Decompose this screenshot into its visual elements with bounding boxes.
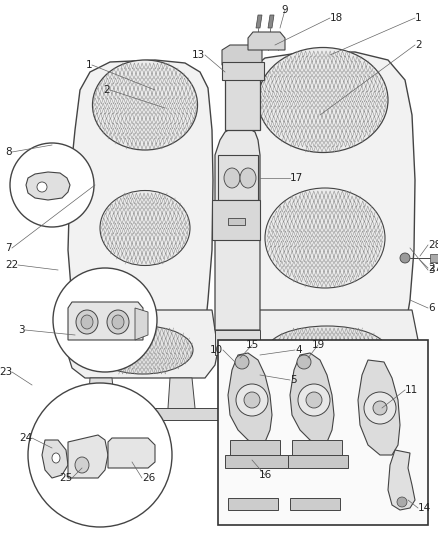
Polygon shape [228,310,420,378]
Text: 6: 6 [428,303,434,313]
Text: 17: 17 [290,173,303,183]
Polygon shape [248,32,285,50]
Text: 9: 9 [282,5,288,15]
Text: 10: 10 [210,345,223,355]
Polygon shape [222,45,262,65]
Text: 27: 27 [428,263,438,273]
Circle shape [298,384,330,416]
Text: 24: 24 [19,433,32,443]
Circle shape [235,355,249,369]
Polygon shape [388,450,415,510]
Circle shape [400,253,410,263]
Polygon shape [228,218,245,225]
Circle shape [364,392,396,424]
Polygon shape [218,155,258,200]
Polygon shape [292,440,342,455]
Ellipse shape [92,60,198,150]
Polygon shape [273,378,300,415]
Polygon shape [228,353,272,445]
Polygon shape [62,310,218,378]
Polygon shape [88,378,115,415]
Polygon shape [430,254,438,262]
Polygon shape [215,330,260,355]
Circle shape [53,268,157,372]
Polygon shape [82,408,220,420]
Text: 1: 1 [85,60,92,70]
Polygon shape [42,440,68,478]
Circle shape [28,383,172,527]
Text: 3: 3 [18,325,25,335]
Text: 1: 1 [415,13,422,23]
Polygon shape [262,408,408,420]
Text: 13: 13 [192,50,205,60]
Circle shape [306,392,322,408]
Polygon shape [228,498,278,510]
Ellipse shape [81,315,93,329]
Polygon shape [268,15,274,28]
Polygon shape [358,360,400,455]
Circle shape [244,392,260,408]
Text: 23: 23 [0,367,12,377]
Ellipse shape [224,168,240,188]
Ellipse shape [265,188,385,288]
Polygon shape [68,60,213,330]
Polygon shape [68,302,143,340]
Polygon shape [290,353,334,445]
Polygon shape [168,378,195,415]
Circle shape [397,497,407,507]
Ellipse shape [267,326,387,374]
Text: 25: 25 [59,473,72,483]
Polygon shape [215,128,260,330]
Ellipse shape [76,310,98,334]
Polygon shape [225,455,288,468]
Ellipse shape [100,190,190,265]
Polygon shape [68,435,108,478]
Text: 4: 4 [295,345,302,355]
Polygon shape [108,438,155,468]
Text: 11: 11 [405,385,418,395]
Text: 18: 18 [330,13,343,23]
Text: 2: 2 [415,40,422,50]
Polygon shape [288,455,348,468]
Polygon shape [135,308,148,340]
Text: 8: 8 [5,147,12,157]
Text: 19: 19 [311,340,325,350]
Text: 2: 2 [103,85,110,95]
Ellipse shape [93,326,193,374]
Circle shape [37,182,47,192]
Text: 14: 14 [418,503,431,513]
Polygon shape [256,15,262,28]
Text: 3: 3 [428,265,434,275]
Polygon shape [212,200,260,240]
Ellipse shape [107,310,129,334]
Text: 5: 5 [290,375,297,385]
Text: 26: 26 [142,473,155,483]
Polygon shape [368,378,395,415]
Ellipse shape [112,315,124,329]
Polygon shape [228,52,415,330]
Polygon shape [290,498,340,510]
Circle shape [236,384,268,416]
Polygon shape [225,60,260,130]
Polygon shape [230,440,280,455]
FancyBboxPatch shape [218,340,428,525]
Ellipse shape [52,453,60,463]
Ellipse shape [258,47,388,152]
Circle shape [10,143,94,227]
Polygon shape [26,172,70,200]
Text: 15: 15 [245,340,258,350]
Text: 22: 22 [5,260,18,270]
Polygon shape [222,62,264,80]
Circle shape [373,401,387,415]
Text: 16: 16 [258,470,272,480]
Text: 28: 28 [428,240,438,250]
Circle shape [297,355,311,369]
Ellipse shape [240,168,256,188]
Ellipse shape [75,457,89,473]
Text: 7: 7 [5,243,12,253]
